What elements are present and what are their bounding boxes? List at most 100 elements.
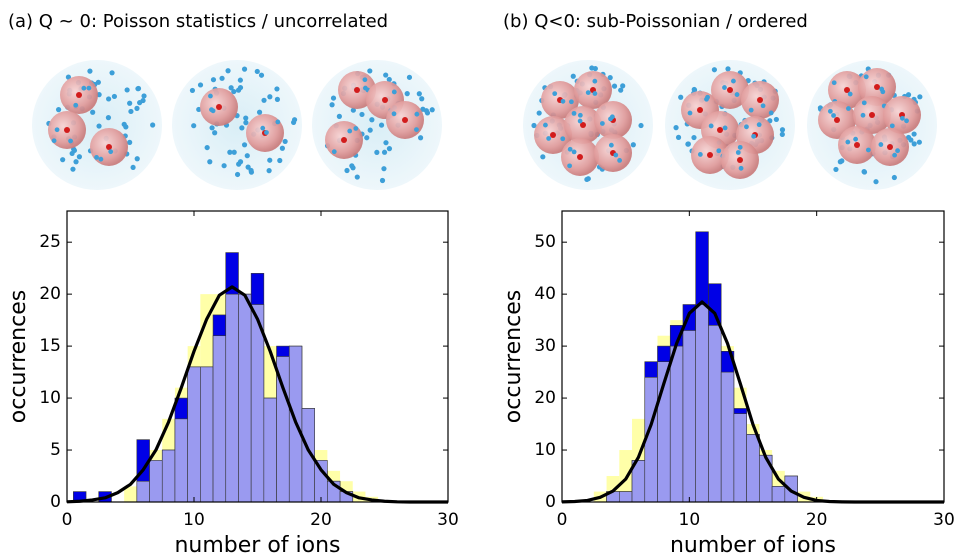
bar bbox=[733, 413, 747, 503]
electron bbox=[584, 176, 590, 183]
electron bbox=[735, 150, 741, 155]
electron bbox=[592, 78, 598, 84]
electron bbox=[73, 102, 79, 108]
electron bbox=[905, 134, 912, 141]
bar bbox=[161, 449, 176, 503]
electron bbox=[697, 152, 703, 157]
electron bbox=[359, 111, 365, 118]
electron bbox=[219, 75, 225, 81]
electron bbox=[90, 109, 96, 115]
electron bbox=[722, 85, 727, 90]
electron bbox=[86, 85, 92, 91]
axes-frame bbox=[561, 210, 945, 503]
y-tick-label: 10 bbox=[534, 440, 556, 460]
electron bbox=[381, 149, 388, 155]
y-tick-label: 0 bbox=[545, 492, 556, 512]
electron bbox=[773, 116, 779, 123]
x-tick-label: 10 bbox=[183, 510, 205, 530]
electron bbox=[860, 112, 866, 118]
ion-core bbox=[757, 97, 763, 103]
electron bbox=[737, 144, 743, 150]
electron bbox=[379, 177, 386, 184]
bar bbox=[212, 335, 227, 503]
electron bbox=[599, 121, 605, 126]
bar bbox=[720, 371, 735, 503]
ion-core bbox=[341, 137, 347, 143]
electron bbox=[378, 122, 385, 128]
ion-core bbox=[580, 122, 586, 128]
fit-curve bbox=[66, 285, 448, 504]
electron bbox=[895, 148, 900, 154]
electron bbox=[905, 92, 912, 98]
x-tick-label: 30 bbox=[933, 510, 955, 530]
electron bbox=[98, 156, 104, 162]
electron bbox=[889, 123, 895, 129]
electron bbox=[904, 118, 909, 124]
bar bbox=[708, 325, 722, 503]
electron bbox=[369, 117, 375, 123]
x-tick-label: 0 bbox=[62, 510, 73, 530]
ion-core bbox=[402, 117, 408, 123]
electron bbox=[258, 72, 265, 78]
electron bbox=[137, 100, 143, 106]
electron bbox=[404, 91, 410, 97]
electron bbox=[267, 94, 273, 100]
bar bbox=[314, 460, 328, 503]
y-tick-label: 5 bbox=[50, 440, 61, 460]
electron bbox=[141, 93, 147, 99]
electron bbox=[228, 85, 234, 91]
ion-core bbox=[834, 117, 840, 123]
ion-core bbox=[737, 157, 743, 163]
electron bbox=[130, 164, 136, 171]
electron bbox=[861, 100, 867, 106]
electron bbox=[611, 83, 618, 89]
electron bbox=[256, 109, 263, 115]
electron bbox=[108, 149, 114, 155]
electron bbox=[540, 154, 546, 160]
electron bbox=[691, 86, 697, 93]
ion-core bbox=[727, 87, 733, 93]
electron bbox=[204, 144, 210, 151]
electron bbox=[344, 167, 350, 174]
electron bbox=[386, 146, 393, 152]
electron bbox=[744, 124, 749, 130]
bar bbox=[618, 491, 633, 503]
electron bbox=[245, 164, 251, 170]
ion-core bbox=[354, 87, 360, 93]
ion-core bbox=[869, 112, 875, 118]
electron bbox=[123, 124, 129, 130]
ion-core bbox=[76, 92, 82, 98]
electron bbox=[55, 107, 62, 113]
electron bbox=[570, 73, 576, 79]
bar bbox=[669, 345, 684, 503]
ion-core bbox=[382, 97, 388, 103]
electron bbox=[577, 112, 583, 118]
electron bbox=[94, 155, 99, 160]
electron bbox=[225, 68, 231, 74]
electron bbox=[354, 174, 360, 180]
electron bbox=[329, 102, 335, 108]
bar bbox=[771, 486, 786, 503]
electron bbox=[704, 96, 709, 102]
electron bbox=[210, 77, 217, 83]
electron bbox=[350, 107, 356, 113]
electron bbox=[589, 65, 595, 71]
electron bbox=[414, 111, 420, 117]
electron bbox=[191, 123, 197, 129]
electron bbox=[716, 148, 722, 154]
y-axis-label: occurrences bbox=[501, 290, 526, 423]
y-tick-label: 0 bbox=[50, 492, 61, 512]
electron bbox=[109, 70, 115, 76]
electron bbox=[760, 103, 766, 109]
electron bbox=[768, 110, 774, 116]
electron bbox=[134, 156, 140, 162]
electron bbox=[678, 94, 684, 100]
electron bbox=[853, 136, 859, 142]
y-tick-label: 10 bbox=[39, 388, 61, 408]
electron bbox=[254, 68, 260, 75]
electron bbox=[124, 87, 130, 93]
electron bbox=[208, 93, 213, 99]
x-tick-label: 0 bbox=[557, 510, 568, 530]
electron bbox=[367, 127, 373, 133]
x-axis-label: number of ions bbox=[174, 533, 340, 558]
